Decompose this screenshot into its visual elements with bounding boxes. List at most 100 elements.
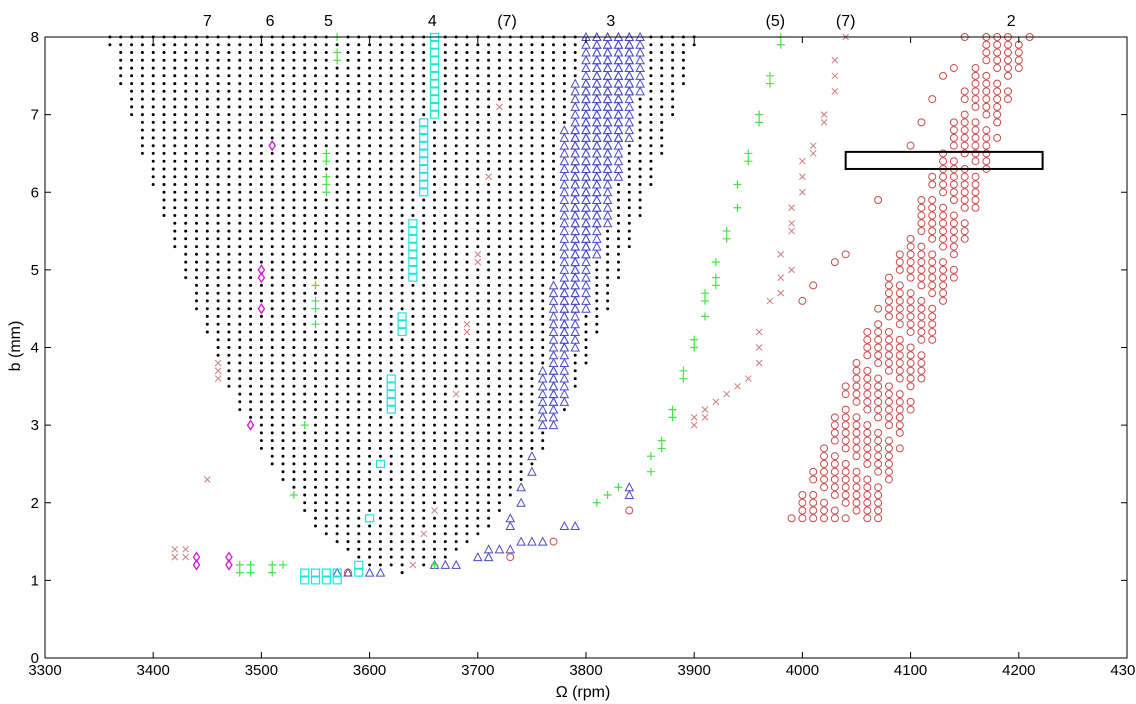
stable-dot (303, 43, 307, 47)
stable-dot (476, 299, 480, 303)
stable-dot (443, 485, 447, 489)
stable-dot (335, 283, 339, 287)
stable-dot (595, 276, 599, 280)
stable-dot (368, 221, 372, 225)
circle-marker (971, 157, 980, 166)
stable-dot (465, 58, 469, 62)
stable-dot (238, 237, 242, 241)
stable-dot (335, 431, 339, 435)
stable-dot (205, 43, 209, 47)
stable-dot (378, 346, 382, 349)
stable-dot (541, 105, 545, 109)
stable-dot (303, 501, 307, 505)
stable-dot (530, 314, 534, 318)
stable-dot (454, 120, 458, 124)
stable-dot (238, 392, 242, 396)
lobe-label: 4 (428, 13, 437, 30)
stable-dot (552, 97, 555, 101)
triangle-marker (602, 39, 613, 49)
stable-dot (335, 408, 339, 412)
stable-dot (411, 516, 415, 520)
circle-marker (884, 304, 893, 313)
stable-dot (617, 237, 620, 241)
stable-dot (671, 89, 675, 93)
stable-dot (389, 361, 393, 365)
stable-dot (530, 190, 534, 194)
stable-dot (378, 439, 382, 443)
stable-dot (389, 51, 393, 54)
stable-dot (519, 353, 523, 357)
triangle-marker (624, 101, 635, 111)
triangle-marker (581, 187, 591, 197)
stable-dot (487, 493, 491, 497)
stable-dot (303, 175, 307, 179)
triangle-marker (602, 86, 613, 96)
stable-dot (324, 462, 328, 466)
stable-dot (238, 268, 242, 272)
stable-dot (508, 384, 512, 388)
stable-dot (249, 97, 253, 101)
stable-dot (465, 206, 469, 210)
stable-dot (357, 377, 361, 381)
circle-marker (906, 250, 915, 259)
triangle-marker (624, 39, 635, 49)
stable-dot (378, 245, 382, 249)
triangle-marker (602, 125, 613, 135)
circle-marker (971, 118, 980, 127)
stable-dot (541, 82, 545, 86)
stable-dot (357, 330, 361, 334)
stable-dot (389, 493, 393, 497)
stable-dot (519, 89, 523, 93)
circle-marker (798, 506, 807, 515)
stable-dot (433, 431, 436, 435)
stable-dot (303, 322, 307, 326)
stable-dot (389, 229, 393, 233)
stable-dot (443, 113, 447, 117)
stable-dot (541, 276, 545, 280)
lobe-label: (7) (836, 13, 856, 30)
circle-marker (798, 296, 807, 305)
stable-dot (238, 89, 242, 93)
stable-dot (270, 252, 274, 256)
stable-dot (314, 454, 317, 458)
circle-marker (895, 289, 904, 298)
stable-dot (519, 322, 523, 326)
stable-dot (162, 159, 166, 163)
plus-marker (657, 444, 666, 453)
stable-dot (292, 346, 296, 349)
stable-dot (411, 136, 415, 140)
stable-dot (357, 89, 361, 93)
triangle-marker (570, 179, 581, 189)
stable-dot (519, 291, 523, 295)
stable-dot (357, 485, 361, 489)
stable-dot (443, 431, 447, 435)
stable-dot (368, 501, 372, 505)
stable-dot (627, 206, 631, 210)
stable-dot (249, 144, 253, 148)
circle-marker (960, 219, 969, 228)
stable-dot (476, 532, 480, 536)
stable-dot (476, 268, 480, 272)
stable-dot (443, 237, 447, 241)
triangle-marker (581, 295, 591, 305)
stable-dot (270, 330, 274, 334)
stable-dot (216, 276, 220, 280)
stable-dot (389, 97, 393, 101)
stable-dot (151, 74, 155, 78)
stable-dot (216, 167, 220, 171)
stable-dot (303, 485, 307, 489)
stable-dot (465, 167, 469, 171)
cross-marker (485, 173, 492, 181)
stable-dot (422, 509, 426, 512)
stable-dot (292, 175, 296, 179)
stable-dot (368, 563, 372, 567)
stable-dot (519, 338, 523, 342)
x-tick-label: 4100 (894, 662, 927, 679)
y-tick-label: 6 (31, 184, 39, 201)
stable-dot (346, 369, 350, 373)
stable-dot (627, 237, 631, 241)
stable-dot (660, 128, 664, 132)
stable-dot (368, 229, 372, 233)
triangle-marker (613, 117, 624, 127)
stable-dot (508, 291, 512, 295)
